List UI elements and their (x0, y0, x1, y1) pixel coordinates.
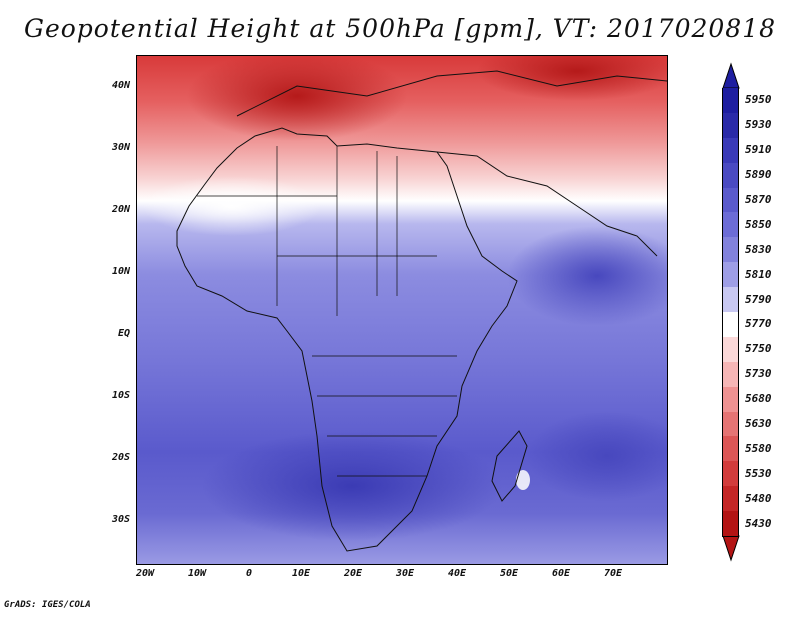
lon-label-20w: 20W (135, 568, 155, 579)
colorbar-level-label: 5580 (745, 441, 772, 455)
lat-label-eq: EQ (117, 328, 130, 339)
europe-coast (236, 70, 667, 117)
colorbar-swatch (722, 411, 739, 438)
colorbar-swatch (722, 287, 739, 313)
colorbar-swatch (722, 112, 739, 139)
lat-label-30s: 30S (111, 514, 130, 525)
lon-label-10w: 10W (187, 568, 207, 579)
colorbar-level-label: 5630 (745, 417, 772, 430)
colorbar-swatch (722, 262, 739, 289)
colorbar-swatch (722, 361, 739, 388)
colorbar-level-label: 5950 (745, 93, 772, 107)
map-panel (136, 55, 668, 565)
height-field-map (137, 56, 667, 564)
colorbar-swatch (722, 162, 739, 189)
colorbar-level-label: 5810 (745, 267, 772, 281)
lon-label-40e: 40E (447, 568, 467, 579)
colorbar-level-label: 5850 (745, 217, 772, 231)
chart-title: Geopotential Height at 500hPa [gpm], VT:… (23, 14, 777, 43)
colorbar-swatch (722, 386, 739, 413)
africa-coastline (176, 127, 518, 552)
colorbar-level-label: 5430 (745, 516, 772, 530)
lon-label-60e: 60E (551, 568, 571, 579)
lon-label-70e: 70E (603, 568, 623, 579)
lon-label-10e: 10E (291, 568, 311, 579)
lat-label-10n: 10N (111, 266, 130, 277)
colorbar-level-label: 5730 (745, 367, 772, 381)
colorbar-swatch (722, 436, 739, 463)
lon-label-30e: 30E (395, 568, 415, 579)
colorbar-legend: 5950 5930 5910 5890 5870 5850 5830 5810 5790 5770… (722, 62, 800, 562)
colorbar-level-label: 5680 (745, 392, 772, 406)
lat-label-10s: 10S (111, 390, 130, 401)
lat-label-20n: 20N (111, 204, 130, 215)
colorbar-level-label: 5530 (745, 466, 772, 480)
madagascar-outline (491, 430, 528, 502)
colorbar-swatch (722, 486, 739, 513)
lat-label-30n: 30N (111, 142, 130, 153)
colorbar-level-label: 5830 (745, 242, 772, 256)
colorbar-swatch (722, 312, 739, 338)
lon-label-20e: 20E (343, 568, 363, 579)
colorbar-level-label: 5770 (745, 317, 772, 331)
country-borders (197, 146, 457, 477)
colorbar-level-label: 5890 (745, 168, 772, 182)
lat-label-20s: 20S (111, 452, 130, 463)
colorbar-level-label: 5790 (745, 292, 772, 306)
colorbar-level-label: 5870 (745, 193, 772, 206)
lon-label-50e: 50E (499, 568, 519, 579)
colorbar-swatch (722, 137, 739, 164)
lat-label-40n: 40N (111, 80, 130, 91)
colorbar-swatch (722, 212, 739, 239)
colorbar-level-label: 5480 (745, 491, 772, 505)
colorbar-level-label: 5910 (745, 143, 772, 157)
colorbar-swatch (722, 187, 739, 214)
lon-label-0: 0 (245, 568, 253, 579)
colorbar-swatch (722, 336, 739, 363)
colorbar-swatch (722, 237, 739, 264)
arabia-coast (436, 151, 658, 257)
grads-credit: GrADS: IGES/COLA (4, 600, 91, 610)
colorbar-level-label: 5930 (745, 118, 772, 132)
colorbar-swatch (722, 461, 739, 488)
colorbar-swatch (722, 511, 739, 537)
colorbar-swatch (722, 88, 739, 114)
colorbar-level-label: 5750 (745, 342, 772, 356)
